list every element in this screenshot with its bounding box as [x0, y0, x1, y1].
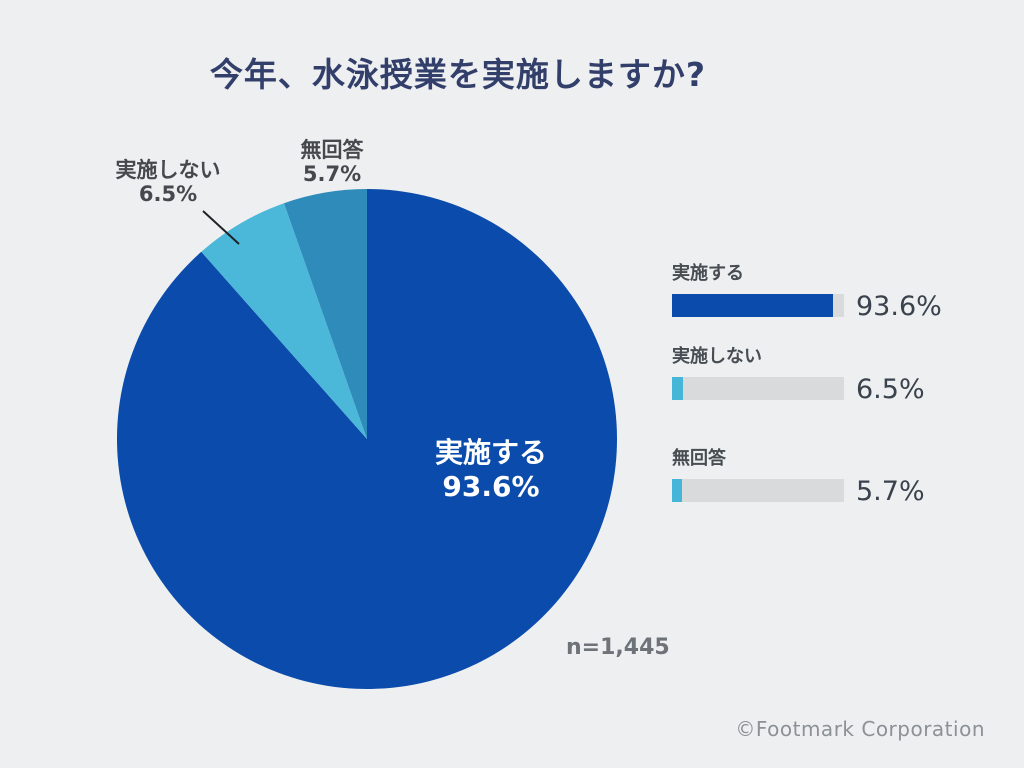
copyright-label: ©Footmark Corporation — [735, 717, 985, 741]
legend-value-conduct: 93.6% — [856, 291, 942, 322]
legend-bar-fill — [672, 294, 833, 317]
pie-callout-label: 実施しない — [115, 158, 221, 182]
pie-slice-label: 実施する — [434, 436, 547, 469]
pie-slice-2 — [283, 189, 367, 439]
chart-title: 今年、水泳授業を実施しますか? — [209, 55, 707, 94]
legend-label-no-answer: 無回答 — [672, 448, 726, 469]
pie-slice-1 — [201, 203, 367, 439]
legend-label-not-conduct: 実施しない — [672, 346, 762, 367]
pie-slice-0 — [116, 189, 617, 689]
legend-value-not-conduct: 6.5% — [856, 374, 925, 405]
pie-callout-not-conduct: 実施しない 6.5% — [98, 158, 238, 206]
pie-callout-value: 6.5% — [138, 182, 198, 206]
legend-value-no-answer: 5.7% — [856, 476, 925, 507]
sample-size-label: n=1,445 — [566, 635, 670, 660]
legend-bar-fill — [672, 377, 684, 400]
legend-bar-no-answer — [672, 479, 844, 502]
legend-bar-conduct — [672, 294, 844, 317]
pie-callout-label: 無回答 — [300, 138, 364, 162]
legend-label-conduct: 実施する — [672, 263, 744, 284]
callout-leader-line — [202, 210, 240, 245]
pie-slice-value: 93.6% — [442, 470, 540, 503]
pie-callout-value: 5.7% — [302, 162, 362, 186]
pie-inside-label-conduct: 実施する 93.6% — [371, 436, 611, 504]
legend-bar-not-conduct — [672, 377, 844, 400]
legend-bar-fill — [672, 479, 682, 502]
pie-callout-no-answer: 無回答 5.7% — [266, 138, 398, 186]
